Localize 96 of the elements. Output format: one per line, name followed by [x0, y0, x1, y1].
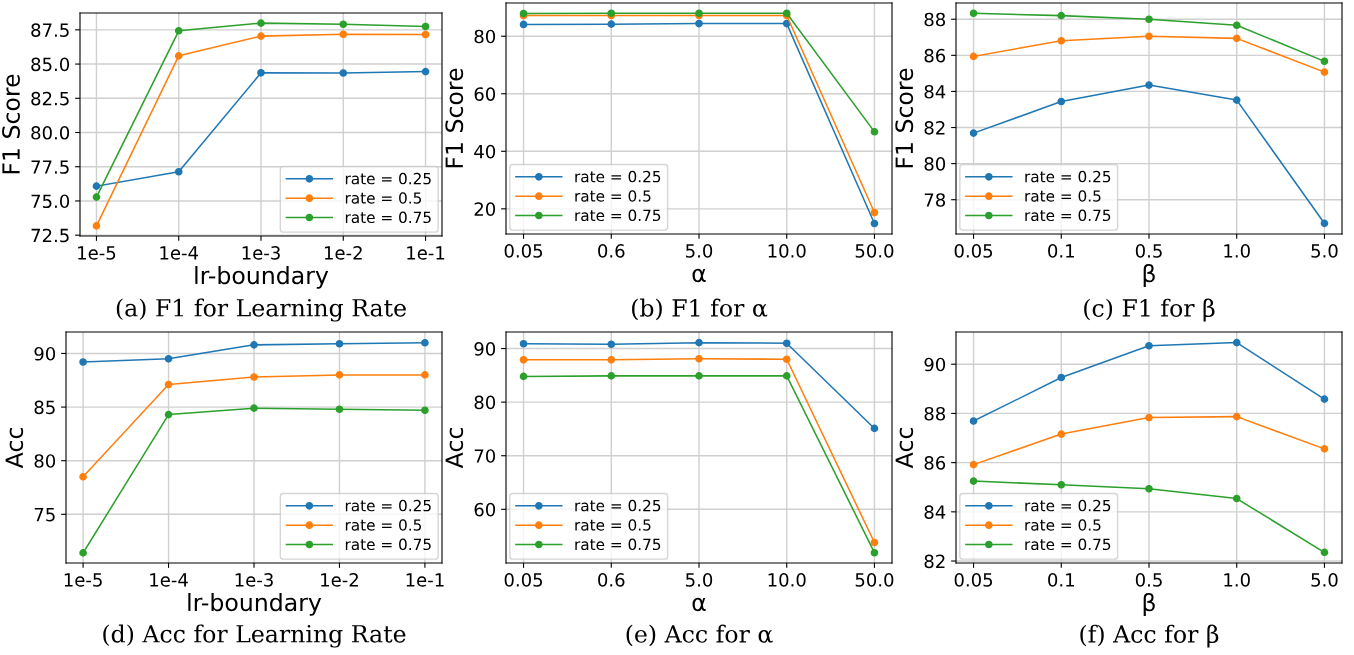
legend-label: rate = 0.5	[345, 192, 422, 204]
x-tick-label: 0.6	[598, 244, 625, 258]
x-tick-label: 50.0	[855, 573, 894, 587]
y-tick-label: 75.0	[31, 194, 70, 209]
y-tick-label: 88	[924, 406, 946, 421]
y-tick-label: 80	[474, 395, 496, 410]
y-tick-label: 88	[924, 12, 946, 27]
x-tick-label: 1e-2	[324, 246, 362, 260]
legend-label: rate = 0.75	[575, 538, 661, 551]
y-tick-label: 86	[924, 48, 946, 63]
y-tick-label: 85.0	[31, 57, 70, 72]
y-axis-title: F1 Score	[895, 68, 914, 168]
x-tick-label: 1e-1	[407, 246, 445, 260]
x-tick-label: 1e-5	[78, 246, 116, 260]
x-tick-label: 50.0	[855, 244, 894, 258]
x-tick-label: 1.0	[1224, 573, 1250, 587]
y-tick-label: 70	[474, 449, 496, 463]
x-tick-label: 0.6	[598, 573, 625, 587]
text: (f) Acc for β	[1080, 624, 1219, 648]
x-tick-label: 1e-5	[64, 573, 102, 587]
text: (d) Acc for Learning Rate	[103, 624, 406, 648]
legend-label: rate = 0.75	[575, 209, 661, 222]
x-tick-label: 0.05	[954, 573, 993, 587]
legend-label: rate = 0.25	[1025, 499, 1111, 512]
legend-label: rate = 0.75	[345, 211, 431, 224]
x-tick-label: 0.05	[504, 573, 543, 587]
y-axis-title: Acc	[5, 428, 24, 469]
legend-label: rate = 0.25	[345, 499, 431, 512]
y-tick-label: 80	[474, 29, 496, 44]
x-tick-label: 0.1	[1048, 244, 1074, 258]
y-tick-label: 80.0	[31, 125, 70, 140]
y-tick-label: 87.5	[31, 23, 69, 37]
legend-label: rate = 0.25	[1025, 170, 1111, 183]
x-axis-title: lr-boundary	[195, 265, 329, 289]
x-axis-title: β	[1143, 263, 1155, 287]
legend-label: rate = 0.25	[345, 172, 431, 185]
x-tick-label: 1e-3	[242, 246, 280, 260]
x-tick-label: 10.0	[768, 244, 806, 258]
x-tick-label: 5.0	[686, 244, 713, 258]
y-tick-label: 40	[474, 144, 496, 159]
legend-label: rate = 0.5	[575, 519, 651, 531]
y-tick-label: 82	[924, 120, 945, 135]
legend-label: rate = 0.5	[345, 519, 422, 531]
legend-label: rate = 0.75	[1025, 538, 1111, 551]
text: (c) F1 for β	[1084, 298, 1215, 322]
legend-label: rate = 0.25	[575, 499, 661, 512]
x-tick-label: 5.0	[686, 573, 713, 587]
y-tick-label: 90	[34, 346, 56, 361]
x-tick-label: 0.1	[1048, 573, 1074, 587]
y-tick-label: 72.5	[31, 228, 69, 243]
x-tick-label: 1e-4	[150, 573, 188, 587]
legend-label: rate = 0.5	[1025, 190, 1101, 202]
legend-label: rate = 0.25	[575, 170, 661, 183]
text: (a) F1 for Learning Rate	[116, 298, 406, 322]
legend-label: rate = 0.75	[345, 538, 431, 551]
x-tick-label: 1.0	[1224, 244, 1250, 258]
y-tick-label: 90	[924, 357, 946, 372]
x-axis-title: β	[1143, 592, 1155, 616]
y-tick-label: 80	[924, 157, 946, 171]
x-tick-label: 1e-4	[160, 246, 199, 260]
legend-label: rate = 0.5	[575, 190, 651, 202]
x-tick-label: 0.5	[1135, 244, 1162, 258]
x-tick-label: 1e-3	[235, 573, 273, 587]
x-tick-label: 0.05	[504, 244, 543, 258]
x-tick-label: 0.05	[954, 244, 993, 258]
y-tick-label: 90	[474, 342, 496, 356]
y-tick-label: 60	[474, 502, 496, 517]
y-axis-title: Acc	[895, 428, 914, 469]
y-tick-label: 20	[474, 202, 496, 216]
legend-label: rate = 0.5	[1025, 519, 1101, 531]
y-tick-label: 84	[924, 505, 946, 519]
y-axis-title: F1 Score	[445, 68, 464, 168]
x-tick-label: 5.0	[1311, 244, 1338, 258]
y-tick-label: 75	[34, 508, 55, 522]
x-tick-label: 1e-1	[406, 573, 444, 587]
legend-label: rate = 0.75	[1025, 209, 1111, 222]
x-tick-label: 1e-2	[321, 573, 358, 587]
y-tick-label: 60	[474, 87, 496, 101]
y-tick-label: 78	[924, 193, 946, 207]
x-axis-title: α	[692, 597, 706, 612]
y-tick-label: 77.5	[31, 160, 69, 174]
y-axis-title: Acc	[445, 428, 464, 469]
y-tick-label: 86	[924, 456, 946, 470]
y-tick-label: 82.5	[31, 91, 69, 106]
y-tick-label: 85	[34, 400, 55, 415]
x-tick-label: 0.5	[1135, 573, 1162, 587]
text: (b) F1 for α	[632, 298, 768, 321]
y-axis-title: F1 Score	[2, 74, 20, 174]
y-tick-label: 82	[924, 554, 945, 569]
x-axis-title: lr-boundary	[188, 592, 322, 616]
y-tick-label: 84	[924, 84, 946, 99]
x-axis-title: α	[692, 268, 706, 283]
text: (e) Acc for α	[626, 624, 773, 647]
x-tick-label: 5.0	[1311, 573, 1338, 587]
x-tick-label: 10.0	[768, 573, 806, 587]
y-tick-label: 80	[34, 454, 56, 468]
